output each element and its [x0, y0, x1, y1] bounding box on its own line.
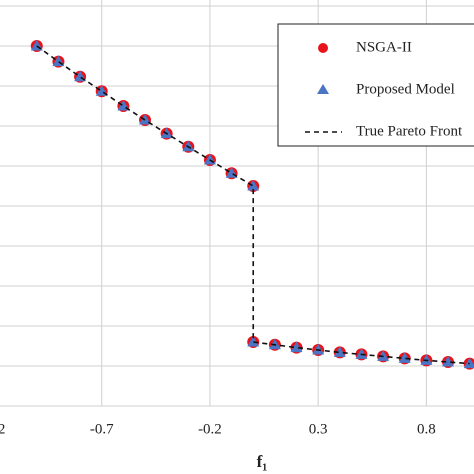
- x-axis-label: f₁: [257, 452, 268, 471]
- x-tick-label: -0.7: [90, 421, 114, 437]
- legend-box: [277, 23, 474, 147]
- proposed-point: [442, 356, 455, 367]
- legend-label: True Pareto Front: [356, 123, 463, 139]
- x-tick-label: -1.2: [0, 421, 5, 437]
- legend-marker: [317, 84, 329, 94]
- proposed-point: [398, 352, 411, 363]
- legend-label: Proposed Model: [356, 81, 455, 97]
- legend-marker: [318, 43, 328, 53]
- true-front-line: [36, 45, 470, 365]
- proposed-point: [333, 346, 346, 357]
- proposed-point: [247, 180, 260, 191]
- proposed-point: [247, 336, 260, 347]
- x-tick-label: 0.3: [309, 421, 328, 437]
- x-tick-label: -0.2: [198, 421, 222, 437]
- legend: NSGA-II Proposed Model True Pareto Front: [277, 23, 474, 147]
- x-tick-label: 0.8: [417, 421, 436, 437]
- proposed-point: [290, 341, 303, 353]
- legend-label: NSGA-II: [356, 39, 412, 55]
